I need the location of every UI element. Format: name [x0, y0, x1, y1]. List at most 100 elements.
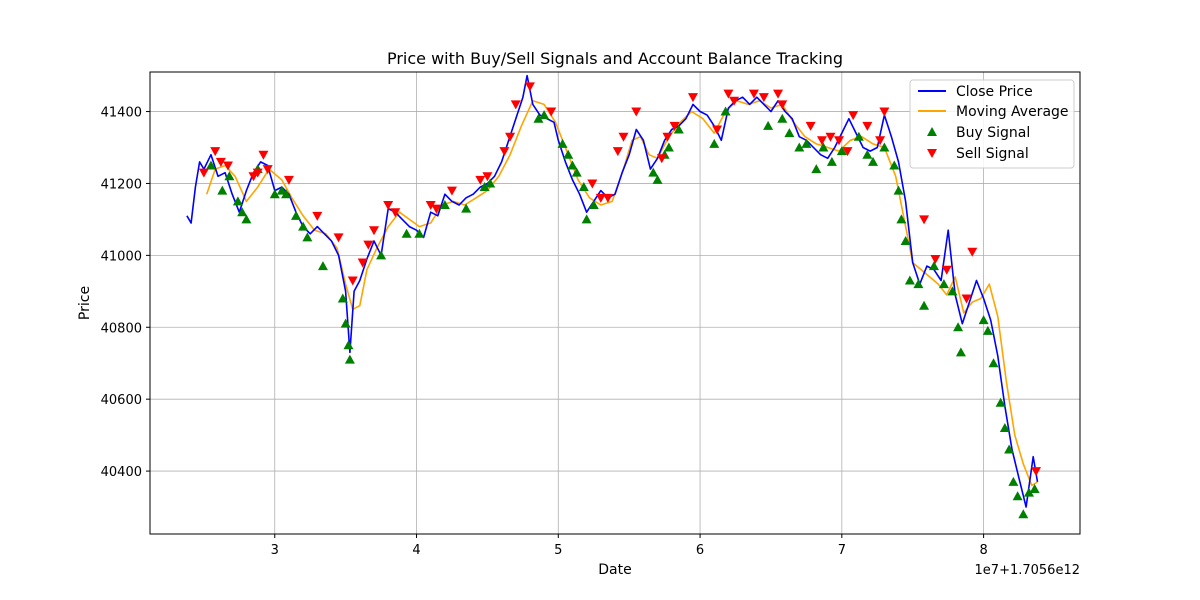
buy-signal-marker: [414, 228, 425, 238]
y-tick-label: 40600: [101, 393, 142, 408]
sell-signal-marker: [425, 201, 436, 211]
buy-signal-marker: [563, 149, 574, 159]
sell-signal-marker: [758, 93, 769, 103]
sell-signal-marker: [347, 276, 358, 286]
grid-lines: [150, 72, 1080, 534]
x-tick-label: 5: [554, 543, 562, 558]
buy-signal-marker: [479, 182, 490, 192]
x-tick-label: 6: [696, 543, 704, 558]
buy-signal-marker: [896, 214, 907, 224]
sell-signal-marker: [1031, 467, 1042, 477]
sell-signal-marker: [656, 154, 667, 164]
sell-signal-marker: [662, 132, 673, 142]
buy-signal-marker: [1012, 491, 1023, 501]
buy-signal-marker: [995, 397, 1006, 407]
sell-signal-marker: [198, 168, 209, 178]
buy-signal-marker: [988, 358, 999, 368]
buy-signal-marker: [913, 279, 924, 289]
legend-buy-label: Buy Signal: [956, 125, 1030, 141]
sell-signal-marker: [222, 161, 233, 171]
y-tick-label: 41000: [101, 249, 142, 264]
buy-signal-marker: [588, 200, 599, 210]
sell-signal-marker: [248, 172, 259, 182]
sell-signal-marker: [875, 136, 886, 146]
buy-signal-marker: [1023, 487, 1034, 497]
buy-signal-marker: [276, 185, 287, 195]
buy-signal-marker: [340, 318, 351, 328]
buy-signal-marker: [652, 174, 663, 184]
x-tick-label: 7: [838, 543, 846, 558]
sell-signal-marker: [816, 136, 827, 146]
sell-signal-marker: [687, 93, 698, 103]
sell-signal-marker: [283, 175, 294, 185]
buy-signal-marker: [1008, 476, 1019, 486]
legend-close-label: Close Price: [956, 84, 1033, 100]
buy-signal-marker: [224, 171, 235, 181]
sell-signal-marker: [602, 193, 613, 203]
y-tick-label: 41200: [101, 177, 142, 192]
y-tick-label: 41400: [101, 106, 142, 121]
x-tick-label: 4: [412, 543, 420, 558]
buy-signal-marker: [581, 214, 592, 224]
buy-signal-marker: [947, 286, 958, 296]
buy-signal-marker: [663, 142, 674, 152]
buy-signal-marker: [709, 138, 720, 148]
legend-ma-label: Moving Average: [956, 104, 1069, 120]
sell-signal-marker: [805, 121, 816, 131]
sell-signal-marker: [482, 172, 493, 182]
sell-signal-marker: [862, 121, 873, 131]
sell-signal-marker: [383, 201, 394, 211]
buy-signal-layer: [205, 106, 1040, 519]
buy-signal-marker: [232, 196, 243, 206]
sell-signal-marker: [712, 125, 723, 135]
y-axis-ticks: 40400 40600 40800 41000 41200 41400: [101, 106, 150, 480]
buy-signal-marker: [900, 235, 911, 245]
sell-signal-marker: [723, 89, 734, 99]
close-price-line: [186, 74, 1039, 508]
sell-signal-marker: [631, 107, 642, 117]
buy-signal-marker: [879, 142, 890, 152]
chart-title: Price with Buy/Sell Signals and Account …: [387, 49, 843, 68]
buy-signal-marker: [401, 228, 412, 238]
buy-signal-marker: [539, 110, 550, 120]
sell-signal-marker: [312, 211, 323, 221]
x-axis-ticks: 3 4 5 6 7 8: [271, 534, 988, 558]
sell-signal-marker: [773, 89, 784, 99]
sell-signal-marker: [505, 132, 516, 142]
sell-signal-marker: [961, 294, 972, 304]
buy-signal-marker: [720, 106, 731, 116]
sell-signal-layer: [198, 82, 1042, 477]
sell-signal-marker: [262, 165, 273, 175]
buy-signal-marker: [919, 300, 930, 310]
sell-signal-marker: [967, 247, 978, 257]
buy-signal-marker: [485, 178, 496, 188]
sell-signal-marker: [669, 121, 680, 131]
buy-signal-marker: [784, 128, 795, 138]
buy-signal-marker: [978, 315, 989, 325]
buy-signal-marker: [648, 167, 659, 177]
buy-signal-marker: [763, 120, 774, 130]
sell-signal-marker: [446, 186, 457, 196]
buy-signal-marker: [673, 124, 684, 134]
sell-signal-marker: [510, 100, 521, 110]
close-price-layer: [186, 74, 1039, 508]
buy-signal-marker: [567, 160, 578, 170]
legend: Close Price Moving Average Buy Signal Se…: [909, 79, 1075, 169]
buy-signal-marker: [298, 221, 309, 231]
sell-signal-marker: [587, 179, 598, 189]
sell-signal-marker: [729, 96, 740, 106]
plot-area-frame: [149, 71, 1081, 535]
buy-signal-marker: [904, 275, 915, 285]
buy-signal-marker: [853, 131, 864, 141]
sell-signal-marker: [390, 208, 401, 218]
moving-average-line: [205, 100, 1038, 487]
sell-signal-marker: [524, 82, 535, 92]
buy-signal-marker: [217, 185, 228, 195]
sell-signal-marker: [252, 168, 263, 178]
buy-signal-marker: [302, 232, 313, 242]
legend-sell-swatch: [927, 149, 937, 158]
buy-signal-marker: [281, 189, 292, 199]
x-tick-label: 8: [979, 543, 987, 558]
buy-signal-marker: [982, 325, 993, 335]
buy-signal-marker: [801, 138, 812, 148]
